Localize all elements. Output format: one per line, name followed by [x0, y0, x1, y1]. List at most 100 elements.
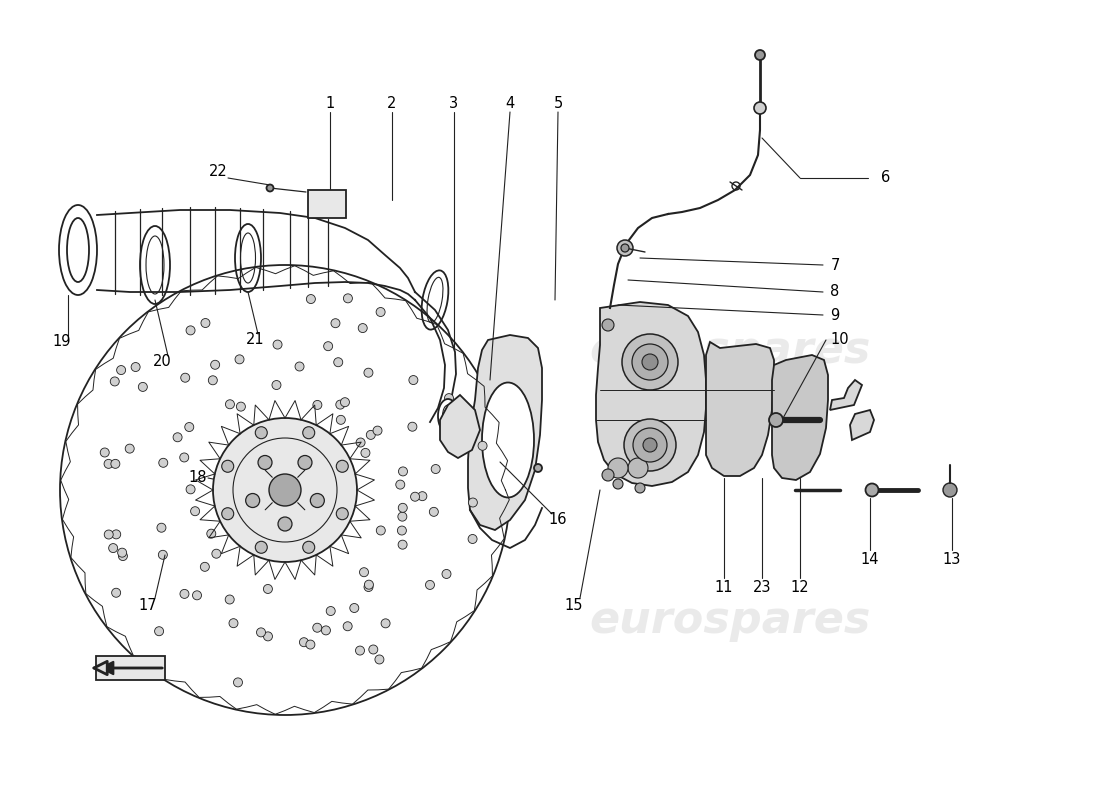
Circle shape — [866, 483, 879, 497]
Circle shape — [118, 548, 127, 557]
Circle shape — [361, 448, 370, 458]
Circle shape — [185, 422, 194, 431]
Polygon shape — [706, 342, 774, 476]
Polygon shape — [850, 410, 875, 440]
Text: 2: 2 — [387, 97, 397, 111]
Text: 18: 18 — [189, 470, 207, 486]
Text: 21: 21 — [245, 333, 264, 347]
Polygon shape — [440, 395, 480, 458]
Circle shape — [272, 381, 280, 390]
Circle shape — [255, 426, 267, 438]
Circle shape — [397, 526, 406, 535]
Circle shape — [111, 459, 120, 468]
Text: 8: 8 — [830, 285, 839, 299]
Circle shape — [608, 458, 628, 478]
Circle shape — [364, 582, 373, 591]
Text: 15: 15 — [564, 598, 583, 613]
Text: 22: 22 — [209, 165, 228, 179]
Circle shape — [632, 428, 667, 462]
Circle shape — [208, 376, 218, 385]
Text: 4: 4 — [505, 97, 515, 111]
Circle shape — [621, 334, 678, 390]
Circle shape — [117, 366, 125, 374]
Circle shape — [398, 503, 407, 512]
Circle shape — [173, 433, 183, 442]
Circle shape — [236, 402, 245, 411]
Circle shape — [360, 568, 368, 577]
Text: eurospares: eurospares — [130, 418, 410, 462]
Circle shape — [469, 534, 477, 543]
Circle shape — [755, 50, 764, 60]
Circle shape — [155, 626, 164, 636]
Circle shape — [266, 185, 274, 191]
Circle shape — [602, 469, 614, 481]
Circle shape — [258, 455, 272, 470]
Circle shape — [139, 382, 147, 391]
Text: eurospares: eurospares — [130, 618, 410, 662]
Circle shape — [426, 581, 434, 590]
Circle shape — [158, 458, 168, 467]
Text: 19: 19 — [53, 334, 72, 350]
Circle shape — [100, 448, 109, 457]
Circle shape — [192, 591, 201, 600]
Polygon shape — [96, 656, 165, 680]
Circle shape — [396, 480, 405, 489]
Circle shape — [180, 374, 189, 382]
Circle shape — [943, 483, 957, 497]
Circle shape — [337, 415, 345, 424]
Circle shape — [299, 638, 308, 646]
Circle shape — [295, 362, 304, 371]
Circle shape — [222, 460, 233, 472]
Circle shape — [278, 517, 292, 531]
Circle shape — [235, 355, 244, 364]
Circle shape — [364, 368, 373, 377]
Text: 17: 17 — [139, 598, 157, 613]
Circle shape — [327, 606, 336, 615]
Circle shape — [298, 455, 312, 470]
Circle shape — [754, 102, 766, 114]
Circle shape — [229, 618, 238, 628]
Circle shape — [222, 508, 233, 520]
Circle shape — [302, 542, 315, 554]
Circle shape — [226, 595, 234, 604]
Circle shape — [469, 498, 477, 507]
Circle shape — [201, 318, 210, 327]
Circle shape — [264, 632, 273, 641]
Circle shape — [110, 377, 119, 386]
Circle shape — [306, 640, 315, 649]
Circle shape — [331, 318, 340, 328]
Circle shape — [613, 479, 623, 489]
Circle shape — [410, 492, 419, 502]
Circle shape — [157, 523, 166, 532]
Text: eurospares: eurospares — [590, 598, 871, 642]
Circle shape — [350, 603, 359, 613]
Circle shape — [343, 294, 352, 303]
Circle shape — [364, 580, 373, 589]
Circle shape — [200, 562, 209, 571]
Circle shape — [442, 570, 451, 578]
Circle shape — [644, 438, 657, 452]
Circle shape — [343, 622, 352, 630]
Polygon shape — [772, 355, 828, 480]
Circle shape — [256, 628, 265, 637]
Polygon shape — [468, 335, 542, 530]
Circle shape — [359, 323, 367, 333]
Circle shape — [356, 438, 365, 447]
Circle shape — [109, 543, 118, 553]
Text: 10: 10 — [830, 333, 849, 347]
Circle shape — [617, 240, 632, 256]
Text: 3: 3 — [450, 97, 459, 111]
Circle shape — [336, 400, 344, 409]
Circle shape — [635, 483, 645, 493]
Circle shape — [131, 362, 140, 371]
Circle shape — [444, 394, 453, 402]
Circle shape — [355, 646, 364, 655]
Circle shape — [312, 401, 322, 410]
Circle shape — [376, 307, 385, 317]
Circle shape — [180, 590, 189, 598]
Ellipse shape — [438, 399, 458, 433]
Circle shape — [628, 458, 648, 478]
Circle shape — [621, 244, 629, 252]
Text: 16: 16 — [549, 513, 568, 527]
Circle shape — [112, 530, 121, 539]
